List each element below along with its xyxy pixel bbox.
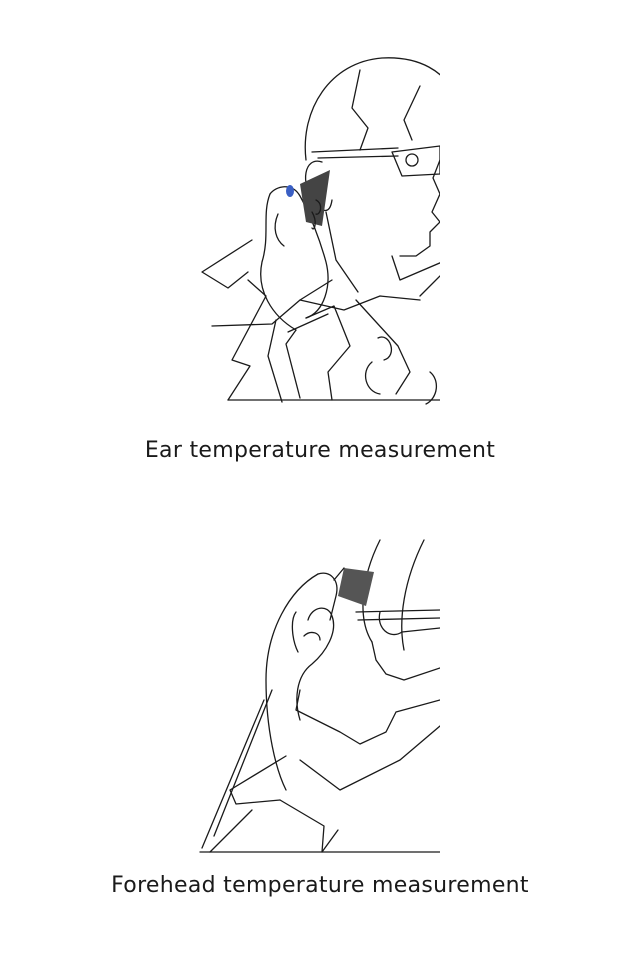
ear-measurement-caption: Ear temperature measurement: [144, 438, 496, 463]
forehead-measurement-caption: Forehead temperature measurement: [111, 873, 529, 898]
ear-thermometer-illustration: [0, 50, 640, 410]
forehead-thermometer-illustration: [0, 530, 640, 860]
